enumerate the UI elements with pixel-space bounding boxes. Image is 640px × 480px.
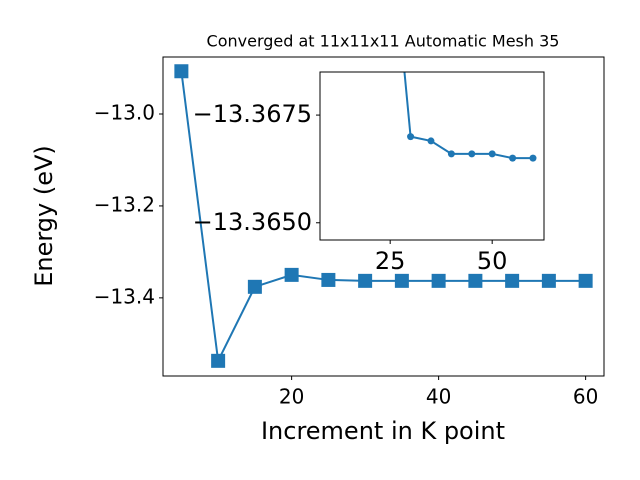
marker	[468, 273, 483, 288]
x-tick-label: 60	[573, 385, 598, 409]
marker	[174, 64, 189, 79]
marker	[211, 353, 226, 368]
y-tick-label: −13.4	[94, 284, 155, 308]
marker	[509, 154, 517, 162]
marker	[468, 150, 476, 158]
x-tick-label: 25	[375, 247, 406, 275]
y-tick-label: −13.0	[94, 100, 155, 124]
marker	[578, 273, 593, 288]
marker	[488, 150, 496, 158]
marker	[427, 137, 435, 145]
plot-area	[403, 72, 537, 162]
axes-frame	[319, 71, 545, 241]
marker	[541, 273, 556, 288]
marker	[284, 267, 299, 282]
chart-title: Converged at 11x11x11 Automatic Mesh 35	[207, 32, 560, 51]
marker	[431, 273, 446, 288]
x-tick-label: 40	[426, 385, 451, 409]
marker	[358, 273, 373, 288]
marker	[505, 273, 520, 288]
y-tick-label: −13.3650	[193, 208, 312, 236]
marker	[247, 279, 262, 294]
marker	[529, 154, 537, 162]
plot-area	[174, 64, 593, 368]
marker	[321, 272, 336, 287]
y-axis-label: Energy (eV)	[30, 145, 58, 287]
x-tick-label: 20	[279, 385, 304, 409]
y-tick-label: −13.2	[94, 192, 155, 216]
marker	[394, 273, 409, 288]
x-axis-label: Increment in K point	[261, 417, 505, 445]
y-tick-label: −13.3675	[193, 100, 312, 128]
marker	[447, 150, 455, 158]
marker	[407, 133, 415, 141]
axes-frame	[162, 56, 605, 377]
x-tick-label: 50	[477, 247, 508, 275]
